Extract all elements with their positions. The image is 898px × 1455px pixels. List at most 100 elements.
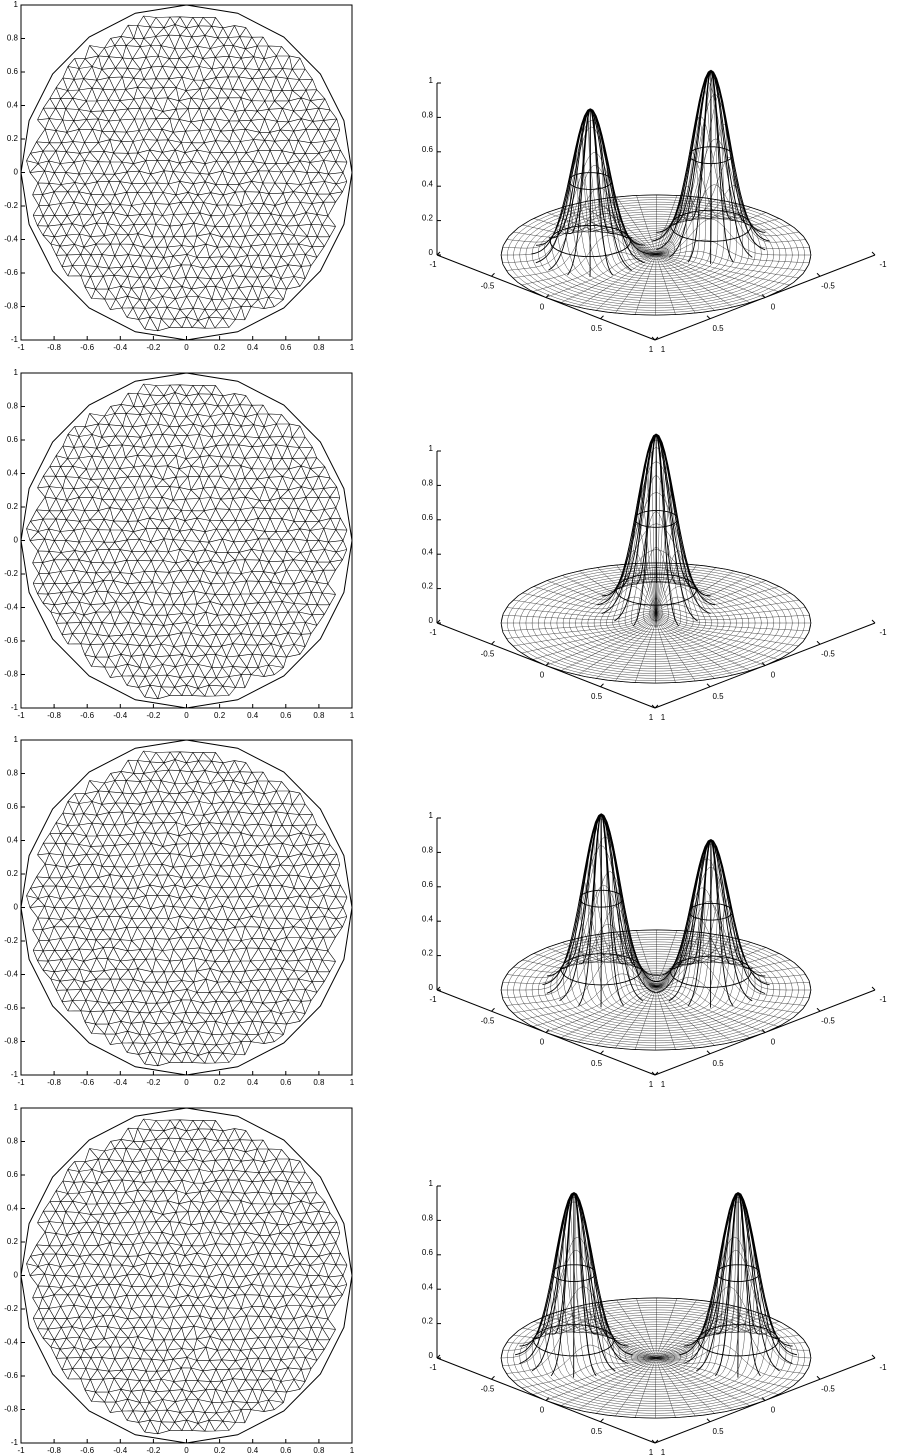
z-tick-label: 0.6 — [422, 1248, 434, 1257]
y-tick-label: 1 — [661, 713, 666, 722]
y-tick-label: 0.6 — [7, 435, 19, 444]
peak — [651, 69, 770, 264]
x-tick-label: 0.8 — [313, 711, 325, 720]
x-tick — [654, 1439, 659, 1444]
y-tick-label: 0.4 — [7, 101, 19, 110]
y-tick-label: -0.4 — [4, 235, 18, 244]
x-tick — [436, 619, 441, 624]
y-tick-label: -0.4 — [4, 1338, 18, 1347]
x-tick-label: -0.6 — [80, 1446, 94, 1455]
x-tick — [545, 294, 550, 298]
mesh-edges — [26, 750, 348, 1067]
z-tick-label: 0 — [429, 248, 434, 257]
y-tick-label: 0.6 — [7, 802, 19, 811]
x-tick-label: -0.6 — [80, 343, 94, 352]
y-tick-label: 0 — [771, 1406, 776, 1415]
x-tick-label: 1 — [649, 1448, 654, 1455]
x-tick-label: -1 — [429, 995, 437, 1004]
y-tick-label: -1 — [879, 1363, 887, 1372]
y-tick-label: 0.8 — [7, 769, 19, 778]
y-tick-label: 0 — [771, 303, 776, 312]
x-tick-label: -1 — [17, 343, 25, 352]
x-tick-label: 0.6 — [280, 343, 292, 352]
x-tick-label: 1 — [350, 1446, 355, 1455]
y-tick-label: 1 — [661, 1080, 666, 1089]
x-tick-label: -0.5 — [481, 649, 495, 658]
y-tick-label: -1 — [879, 260, 887, 269]
x-tick-label: -1 — [429, 628, 437, 637]
y-tick-label: 0.8 — [7, 34, 19, 43]
x-tick-label: 0.5 — [591, 324, 603, 333]
mesh-edges — [26, 1118, 348, 1435]
x-tick-label: 0.6 — [280, 1078, 292, 1087]
x-tick-label: -0.8 — [47, 1446, 61, 1455]
y-tick — [816, 1375, 821, 1380]
z-tick-label: 0.2 — [422, 1317, 434, 1326]
x-tick-label: -0.5 — [481, 1016, 495, 1025]
z-tick-label: 0.6 — [422, 145, 434, 154]
x-tick-label: -0.4 — [113, 1078, 127, 1087]
y-tick — [706, 315, 711, 320]
x-tick-label: 0 — [184, 1446, 189, 1455]
y-tick-label: 1 — [661, 1448, 666, 1455]
x-tick-label: 0 — [540, 1038, 545, 1047]
x-tick-label: -1 — [429, 260, 437, 269]
x-tick-label: 0.8 — [313, 1078, 325, 1087]
y-tick — [706, 1050, 711, 1055]
x-tick-label: -0.2 — [147, 1446, 161, 1455]
y-tick-label: 0.4 — [7, 1204, 19, 1213]
x-tick — [491, 1375, 495, 1380]
x-tick — [491, 1007, 495, 1012]
x-tick-label: 0.8 — [313, 1446, 325, 1455]
z-tick-label: 0.2 — [422, 214, 434, 223]
x-tick-label: 0.5 — [591, 1059, 603, 1068]
y-tick-label: -0.5 — [821, 1384, 835, 1393]
y-tick-label: 0.4 — [7, 836, 19, 845]
y-tick-label: -0.6 — [4, 1003, 18, 1012]
y-tick-label: -1 — [11, 335, 19, 344]
y-tick-label: 0 — [771, 671, 776, 680]
y-tick — [761, 1029, 766, 1033]
y-tick — [871, 251, 876, 256]
x-tick-label: -0.4 — [113, 343, 127, 352]
y-tick-label: -1 — [11, 1070, 19, 1079]
z-tick-label: 1 — [429, 76, 434, 85]
x-tick-label: 1 — [649, 713, 654, 722]
x-tick-label: -0.8 — [47, 1078, 61, 1087]
x-tick-label: 1 — [649, 345, 654, 354]
x-tick-label: 1 — [350, 343, 355, 352]
x-tick — [436, 1354, 441, 1359]
y-tick-label: -0.8 — [4, 670, 18, 679]
x-tick — [600, 315, 604, 320]
y-tick-label: 0.5 — [712, 324, 724, 333]
x-tick-label: -0.4 — [113, 1446, 127, 1455]
x-tick-label: 0 — [184, 711, 189, 720]
x-tick — [436, 986, 441, 991]
y-tick-label: -0.6 — [4, 268, 18, 277]
x-tick-label: 0 — [184, 343, 189, 352]
y-tick-label: 0 — [14, 1271, 19, 1280]
y-tick-label: 0 — [14, 168, 19, 177]
z-tick-label: 0 — [429, 616, 434, 625]
y-tick-label: 0.5 — [712, 1427, 724, 1436]
x-tick — [491, 272, 495, 277]
y-tick-label: -0.2 — [4, 936, 18, 945]
z-tick-label: 1 — [429, 444, 434, 453]
x-tick-label: -1 — [17, 711, 25, 720]
y-tick — [761, 294, 766, 298]
x-tick-label: 0.4 — [247, 1446, 259, 1455]
mesh-edges — [26, 383, 348, 700]
x-tick-label: -0.4 — [113, 711, 127, 720]
x-tick — [600, 1418, 604, 1423]
x-tick-label: 0.6 — [280, 711, 292, 720]
y-tick-label: 0.8 — [7, 402, 19, 411]
y-tick-label: -1 — [879, 628, 887, 637]
z-tick-label: 0 — [429, 1351, 434, 1360]
x-tick-label: -0.6 — [80, 711, 94, 720]
x-tick-label: 0.2 — [214, 711, 226, 720]
y-tick-label: 0.8 — [7, 1137, 19, 1146]
y-tick-label: -0.8 — [4, 1405, 18, 1414]
x-tick — [654, 1071, 659, 1076]
x-tick — [545, 1397, 550, 1401]
